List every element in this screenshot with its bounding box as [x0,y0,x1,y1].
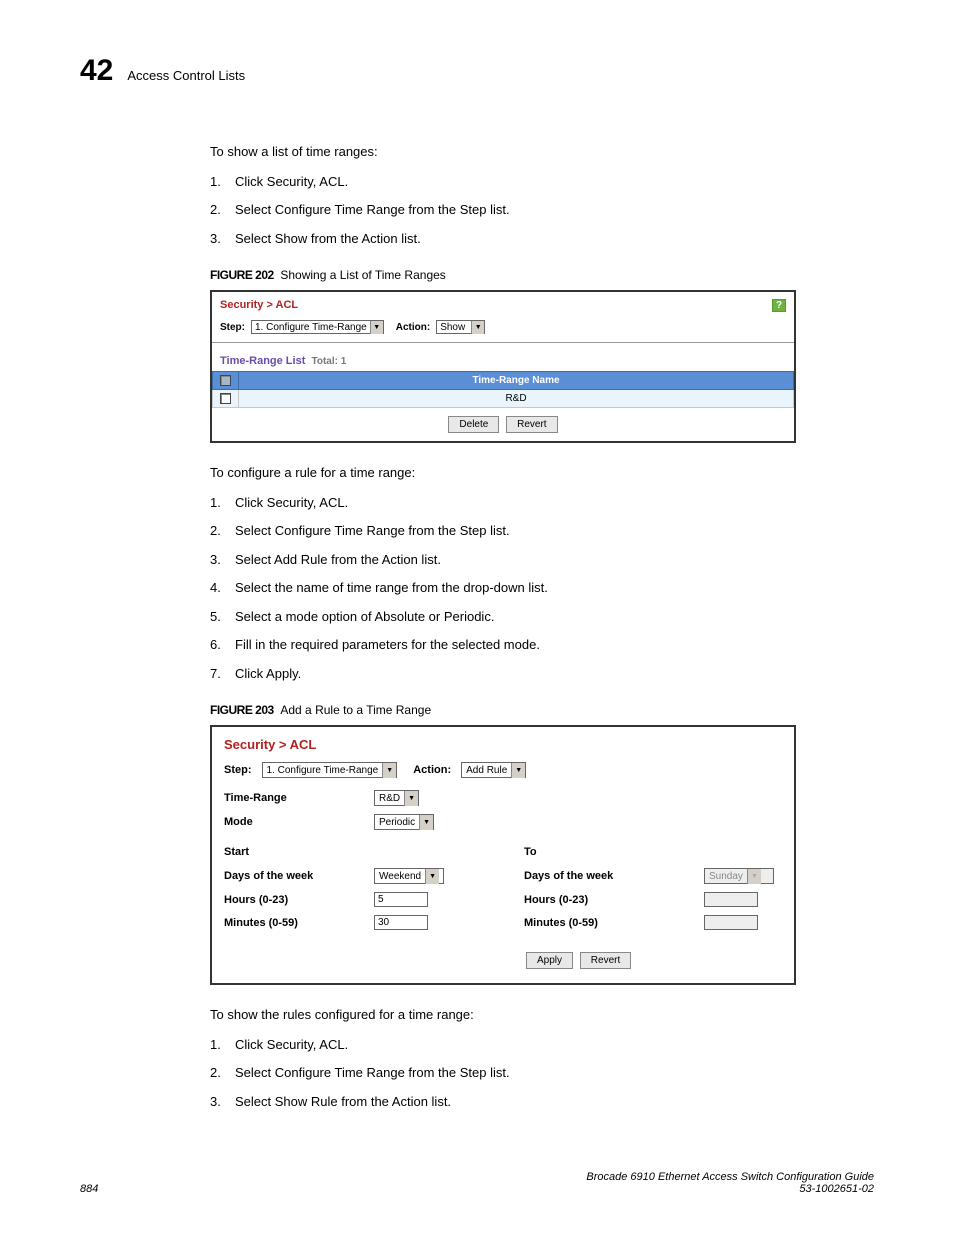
minutes-label: Minutes (0-59) [524,917,704,929]
list-item: 3.Select Show from the Action list. [210,229,796,249]
figure-caption-203: FIGURE 203 Add a Rule to a Time Range [210,703,796,717]
mode-select[interactable]: Periodic ▼ [374,814,434,830]
intro-text: To show the rules configured for a time … [210,1005,796,1025]
chevron-down-icon: ▼ [511,763,525,778]
list-item: 3.Select Show Rule from the Action list. [210,1092,796,1112]
help-icon[interactable]: ? [772,299,786,312]
checkbox[interactable] [220,375,231,386]
mode-label: Mode [224,816,374,828]
figure-caption-202: FIGURE 202 Showing a List of Time Ranges [210,268,796,282]
step-select[interactable]: 1. Configure Time-Range ▼ [251,320,384,334]
action-label: Action: [413,764,451,776]
to-minutes-input[interactable] [704,915,758,930]
start-to-columns: Start Days of the week Weekend ▼ Hours (… [224,846,782,938]
step-action-row: Step: 1. Configure Time-Range ▼ Action: … [224,762,782,778]
chevron-down-icon: ▼ [471,321,484,334]
doc-title: Brocade 6910 Ethernet Access Switch Conf… [586,1171,874,1183]
step-select[interactable]: 1. Configure Time-Range ▼ [262,762,398,778]
page-footer: 884 Brocade 6910 Ethernet Access Switch … [80,1171,874,1195]
steps-list-2: 1.Click Security, ACL. 2.Select Configur… [210,493,796,684]
action-select[interactable]: Add Rule ▼ [461,762,526,778]
time-range-table: Time-Range Name R&D [212,371,794,408]
list-item: 1.Click Security, ACL. [210,1035,796,1055]
revert-button[interactable]: Revert [580,952,631,969]
page-number: 884 [80,1183,98,1195]
to-days-select[interactable]: Sunday ▼ [704,868,774,884]
intro-text: To configure a rule for a time range: [210,463,796,483]
start-minutes-row: Minutes (0-59) 30 [224,915,524,930]
chevron-down-icon: ▼ [404,791,418,806]
checkbox[interactable] [220,393,231,404]
chapter-number: 42 [80,54,113,88]
minutes-label: Minutes (0-59) [224,917,374,929]
panel-203: Security > ACL Step: 1. Configure Time-R… [210,725,796,985]
start-hours-input[interactable]: 5 [374,892,428,907]
to-hours-row: Hours (0-23) [524,892,782,907]
list-item: 4.Select the name of time range from the… [210,578,796,598]
hours-label: Hours (0-23) [524,894,704,906]
apply-button[interactable]: Apply [526,952,573,969]
step-label: Step: [220,322,245,333]
start-days-row: Days of the week Weekend ▼ [224,868,524,884]
action-label: Action: [396,322,430,333]
step-label: Step: [224,764,252,776]
chevron-down-icon: ▼ [747,869,761,884]
chapter-title: Access Control Lists [127,68,245,83]
page-header: 42 Access Control Lists [80,54,874,88]
panel-202: Security > ACL ? Step: 1. Configure Time… [210,290,796,443]
to-label: To [524,846,782,858]
time-range-select[interactable]: R&D ▼ [374,790,419,806]
breadcrumb: Security > ACL [212,727,794,762]
doc-number: 53-1002651-02 [799,1183,874,1195]
to-minutes-row: Minutes (0-59) [524,915,782,930]
mode-row: Mode Periodic ▼ [224,814,782,830]
list-item: 6.Fill in the required parameters for th… [210,635,796,655]
table-cell: R&D [239,390,794,408]
list-item: 7.Click Apply. [210,664,796,684]
time-range-row: Time-Range R&D ▼ [224,790,782,806]
chevron-down-icon: ▼ [370,321,383,334]
intro-text: To show a list of time ranges: [210,142,796,162]
hours-label: Hours (0-23) [224,894,374,906]
list-item: 1.Click Security, ACL. [210,493,796,513]
start-label: Start [224,846,524,858]
start-minutes-input[interactable]: 30 [374,915,428,930]
table-row: R&D [213,390,794,408]
steps-list-1: 1.Click Security, ACL. 2.Select Configur… [210,172,796,249]
chevron-down-icon: ▼ [419,815,433,830]
list-item: 1.Click Security, ACL. [210,172,796,192]
list-item: 2.Select Configure Time Range from the S… [210,1063,796,1083]
list-item: 3.Select Add Rule from the Action list. [210,550,796,570]
list-item: 2.Select Configure Time Range from the S… [210,521,796,541]
days-label: Days of the week [224,870,374,882]
chevron-down-icon: ▼ [425,869,439,884]
start-hours-row: Hours (0-23) 5 [224,892,524,907]
days-label: Days of the week [524,870,704,882]
time-range-label: Time-Range [224,792,374,804]
start-days-select[interactable]: Weekend ▼ [374,868,444,884]
breadcrumb: Security > ACL [220,299,298,311]
list-title: Time-Range List Total: 1 [212,343,794,371]
step-action-row: Step: 1. Configure Time-Range ▼ Action: … [212,317,794,343]
table-header-name: Time-Range Name [239,372,794,390]
list-item: 2.Select Configure Time Range from the S… [210,200,796,220]
to-days-row: Days of the week Sunday ▼ [524,868,782,884]
chevron-down-icon: ▼ [382,763,396,778]
table-header-checkbox [213,372,239,390]
to-hours-input[interactable] [704,892,758,907]
steps-list-3: 1.Click Security, ACL. 2.Select Configur… [210,1035,796,1112]
list-item: 5.Select a mode option of Absolute or Pe… [210,607,796,627]
revert-button[interactable]: Revert [506,416,557,433]
delete-button[interactable]: Delete [448,416,499,433]
action-select[interactable]: Show ▼ [436,320,485,334]
